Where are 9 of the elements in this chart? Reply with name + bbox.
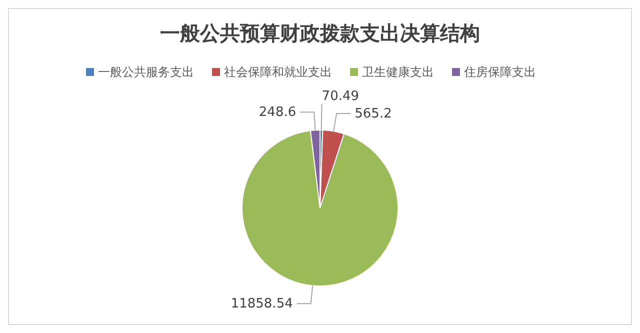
data-label: 565.2 bbox=[354, 106, 392, 122]
legend-label: 社会保障和就业支出 bbox=[224, 65, 332, 79]
legend-label: 卫生健康支出 bbox=[362, 65, 434, 79]
data-label: 70.49 bbox=[322, 89, 360, 104]
data-label: 248.6 bbox=[258, 105, 296, 120]
legend-label: 一般公共服务支出 bbox=[98, 65, 194, 79]
chart-title: 一般公共预算财政拨款支出决算结构 bbox=[160, 21, 480, 45]
legend-label: 住房保障支出 bbox=[463, 65, 536, 79]
data-label: 11858.54 bbox=[230, 296, 293, 312]
